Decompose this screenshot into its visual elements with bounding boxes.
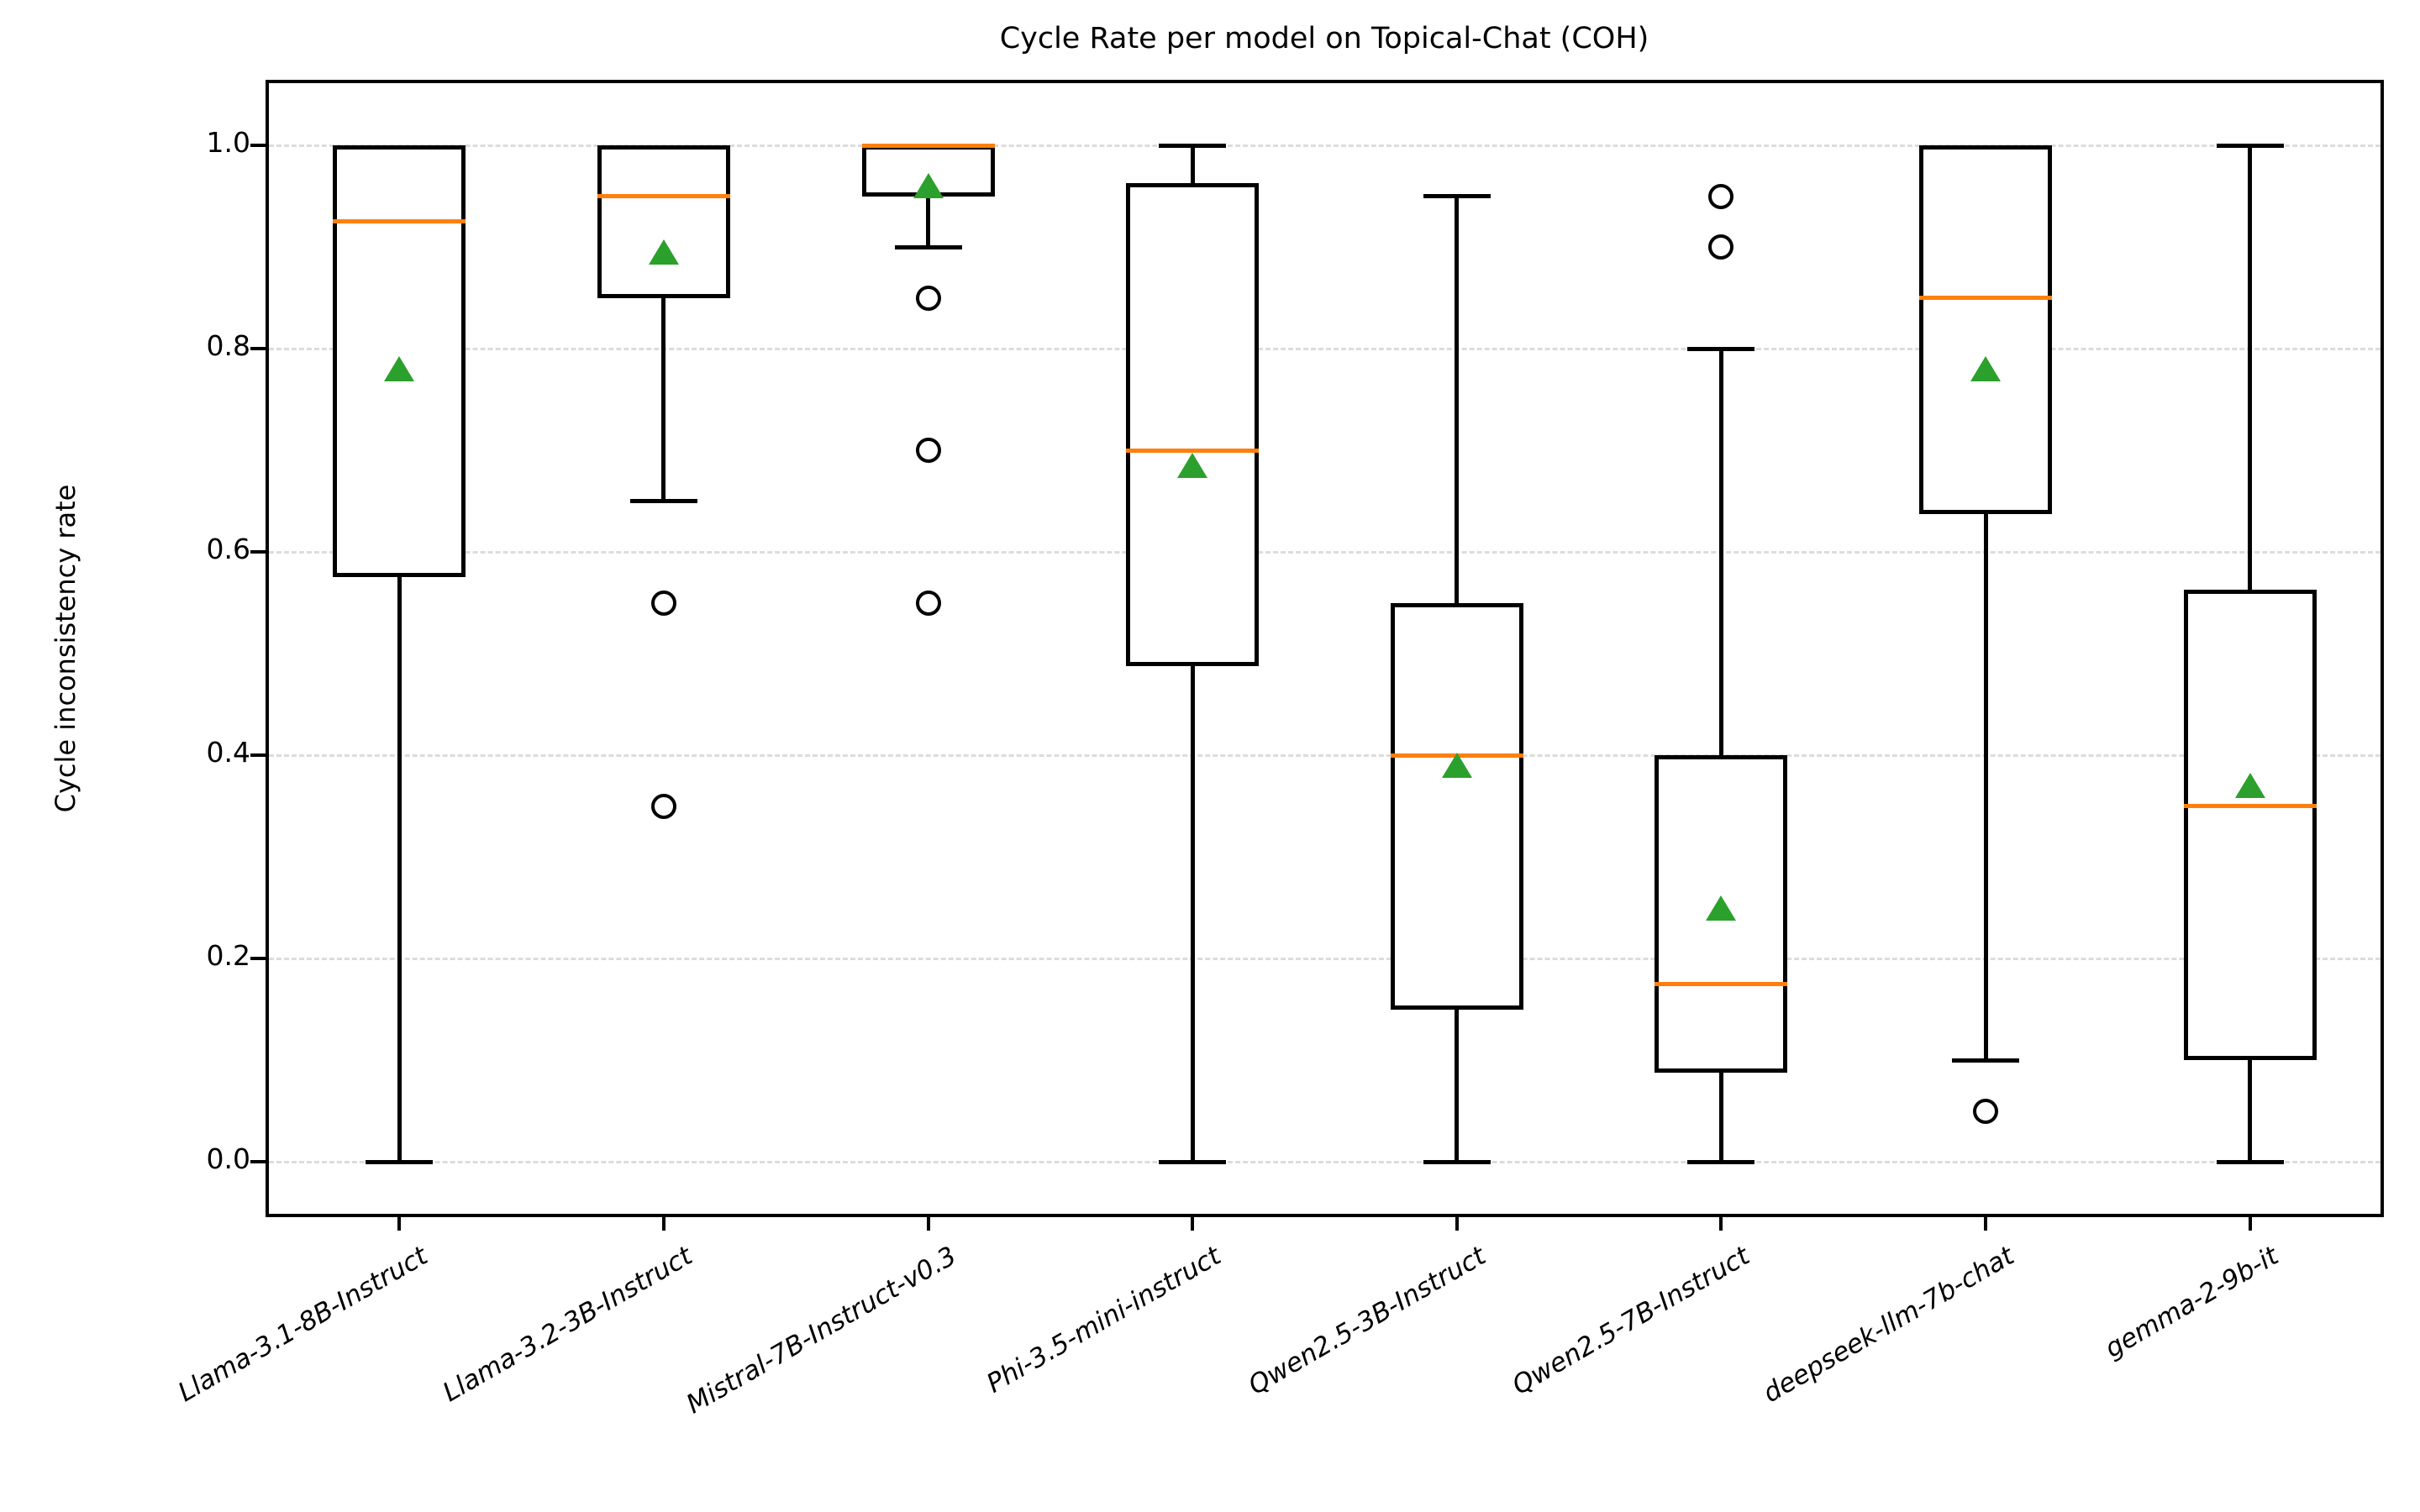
outlier-point — [915, 438, 941, 463]
outlier-point — [915, 285, 941, 311]
whisker-cap-upper — [1159, 143, 1227, 148]
whisker-cap-lower — [2216, 1159, 2284, 1164]
iqr-box — [1390, 602, 1523, 1010]
median-line — [1126, 448, 1260, 453]
whisker-cap-lower — [366, 1159, 434, 1164]
x-tick-label: Qwen2.5-3B-Instruct — [1243, 1241, 1491, 1401]
median-line — [1655, 981, 1788, 986]
median-line — [597, 194, 730, 198]
gridline — [269, 348, 2381, 350]
iqr-box — [597, 145, 730, 298]
y-tick-label: 0.0 — [206, 1142, 250, 1175]
x-tick-mark — [926, 1215, 930, 1231]
whisker-cap-lower — [1423, 1159, 1491, 1164]
x-tick-mark — [1984, 1215, 1988, 1231]
x-tick-label: Qwen2.5-7B-Instruct — [1507, 1241, 1755, 1401]
outlier-point — [650, 590, 676, 616]
whisker-upper — [2248, 145, 2253, 591]
whisker-lower — [1455, 1009, 1460, 1162]
y-tick-mark — [250, 347, 266, 350]
y-tick-mark — [250, 550, 266, 554]
outlier-point — [915, 590, 941, 616]
whisker-lower — [661, 297, 666, 501]
whisker-cap-lower — [1159, 1159, 1227, 1164]
whisker-lower — [1718, 1073, 1723, 1162]
y-tick-mark — [250, 957, 266, 960]
x-tick-mark — [1455, 1215, 1459, 1231]
y-tick-mark — [250, 753, 266, 757]
whisker-cap-upper — [1687, 346, 1755, 351]
whisker-cap-upper — [1423, 194, 1491, 198]
plot-area — [266, 80, 2384, 1217]
x-tick-mark — [661, 1215, 666, 1231]
whisker-cap-lower — [1952, 1058, 2020, 1063]
whisker-cap-lower — [894, 244, 962, 249]
outlier-point — [1708, 183, 1734, 209]
whisker-lower — [397, 577, 402, 1162]
mean-marker — [648, 239, 679, 265]
mean-marker — [913, 173, 944, 199]
whisker-lower — [1983, 513, 1988, 1060]
iqr-box — [1126, 183, 1260, 667]
whisker-lower — [926, 196, 931, 247]
mean-marker — [1177, 453, 1208, 479]
whisker-lower — [2248, 1060, 2253, 1162]
x-tick-mark — [397, 1215, 402, 1231]
y-tick-label: 1.0 — [206, 126, 250, 159]
whisker-cap-upper — [2216, 143, 2284, 148]
x-tick-label: Phi-3.5-mini-instruct — [981, 1241, 1227, 1399]
median-line — [1919, 296, 2053, 300]
x-tick-label: Llama-3.1-8B-Instruct — [173, 1241, 434, 1409]
chart-title: Cycle Rate per model on Topical-Chat (CO… — [999, 22, 1649, 55]
whisker-upper — [1455, 196, 1460, 603]
y-tick-mark — [250, 144, 266, 147]
outlier-point — [1973, 1098, 1999, 1124]
x-tick-mark — [1719, 1215, 1723, 1231]
y-tick-label: 0.8 — [206, 329, 250, 362]
gridline — [269, 551, 2381, 554]
gridline — [269, 144, 2381, 147]
x-tick-label: Mistral-7B-Instruct-v0.3 — [681, 1241, 962, 1420]
gridline — [269, 958, 2381, 960]
mean-marker — [1970, 356, 2002, 382]
whisker-upper — [1718, 349, 1723, 755]
whisker-upper — [1190, 145, 1195, 184]
iqr-box — [1919, 145, 2053, 514]
y-tick-label: 0.2 — [206, 939, 250, 972]
whisker-cap-lower — [629, 499, 697, 503]
whisker-cap-lower — [1687, 1159, 1755, 1164]
y-tick-label: 0.4 — [206, 736, 250, 769]
outlier-point — [1708, 234, 1734, 260]
outlier-point — [650, 793, 676, 819]
mean-marker — [384, 356, 415, 382]
mean-marker — [2234, 773, 2265, 799]
x-tick-label: gemma-2-9b-it — [2100, 1241, 2284, 1364]
median-line — [861, 143, 995, 148]
x-tick-mark — [1191, 1215, 1195, 1231]
median-line — [333, 219, 466, 224]
y-tick-mark — [250, 1160, 266, 1163]
mean-marker — [1441, 753, 1472, 779]
mean-marker — [1706, 895, 1737, 921]
x-tick-label: Llama-3.2-3B-Instruct — [437, 1241, 697, 1409]
median-line — [2183, 804, 2317, 808]
gridline — [269, 754, 2381, 757]
whisker-lower — [1190, 666, 1195, 1162]
x-tick-mark — [2248, 1215, 2252, 1231]
x-tick-label: deepseek-llm-7b-chat — [1758, 1241, 2020, 1410]
gridline — [269, 1161, 2381, 1163]
iqr-box — [2183, 590, 2317, 1060]
y-tick-label: 0.6 — [206, 533, 250, 565]
